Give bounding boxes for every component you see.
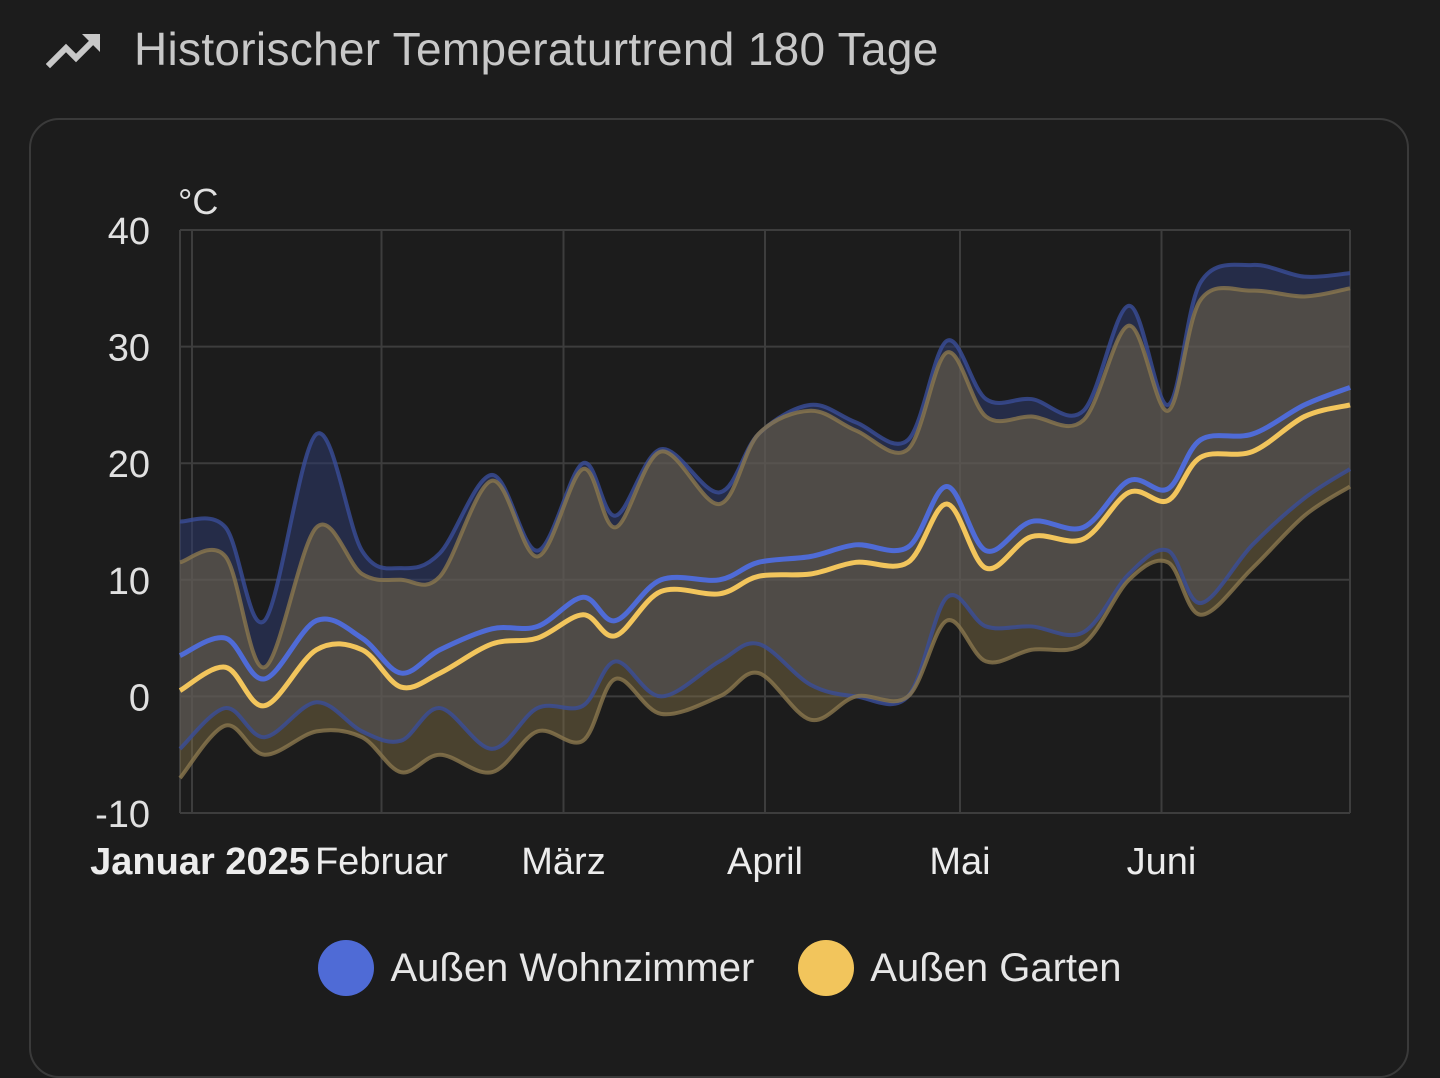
x-tick-label: April [727,841,803,883]
mean-line-garten [178,402,1351,709]
y-tick-label: 30 [108,328,150,370]
legend-dot-garten [798,940,855,996]
axis-labels: 40 30 20 10 0 -10 °C Januar 2025 Februar März Apri… [90,181,1196,883]
mean-line-wohnzimmer [178,385,1351,682]
legend-item-wohnzimmer[interactable]: Außen Wohnzimmer [318,940,754,996]
chart-legend: Außen Wohnzimmer Außen Garten [0,930,1440,1006]
legend-item-garten[interactable]: Außen Garten [798,940,1122,996]
x-tick-label: Mai [929,841,990,883]
min-line-wohnzimmer [178,467,1352,751]
card-header: Historischer Temperaturtrend 180 Tage [0,0,1440,100]
temperature-chart[interactable]: 40 30 20 10 0 -10 °C Januar 2025 Februar März Apri… [0,0,1440,1048]
x-tick-label: Februar [315,841,448,883]
card-title: Historischer Temperaturtrend 180 Tage [134,23,939,75]
trending-up-icon [46,33,101,69]
y-tick-label: 0 [129,677,150,719]
legend-label-wohnzimmer: Außen Wohnzimmer [390,945,755,990]
y-tick-label: 10 [108,561,150,603]
x-tick-label: Juni [1127,841,1197,883]
range-band-wohnzimmer [180,264,1350,749]
max-line-garten [179,286,1351,670]
y-axis-unit: °C [178,181,218,222]
x-tick-label: Januar 2025 [90,841,310,883]
min-line-garten [178,484,1352,780]
y-tick-label: -10 [95,794,150,836]
y-tick-label: 20 [108,444,150,486]
max-line-wohnzimmer [179,262,1351,625]
y-tick-label: 40 [108,211,150,253]
series-lines [178,262,1352,780]
x-tick-label: März [521,841,605,883]
legend-label-garten: Außen Garten [870,945,1122,990]
legend-dot-wohnzimmer [318,940,375,996]
